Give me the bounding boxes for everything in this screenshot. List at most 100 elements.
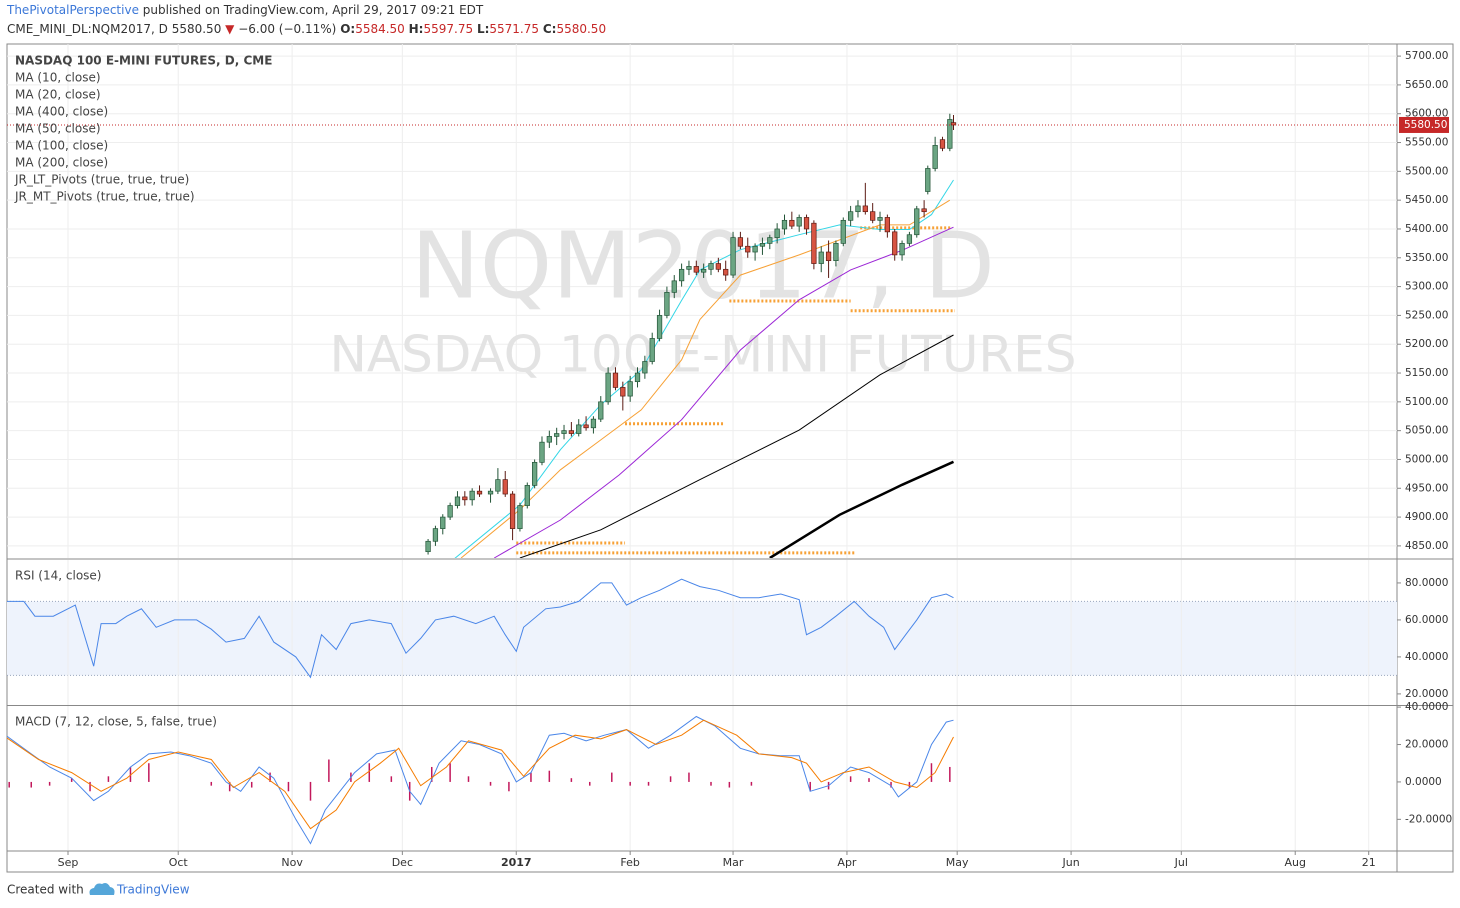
- candle-body: [634, 372, 641, 383]
- candle-body: [925, 168, 931, 192]
- frame: [6, 43, 1454, 873]
- indicator-line: [769, 460, 955, 558]
- o: 5584.50: [355, 22, 405, 36]
- y-tick-label: 5100.00: [1405, 396, 1448, 408]
- legend-entry: MA (200, close): [15, 156, 108, 170]
- y-tick-label: 5500.00: [1405, 165, 1448, 177]
- candle-body: [947, 119, 953, 149]
- candle-body: [715, 263, 721, 270]
- y-tick-label: 5200.00: [1405, 338, 1448, 350]
- candle-body: [862, 205, 868, 213]
- candle-body: [914, 208, 920, 236]
- published: published on TradingView.com, April 29, …: [142, 3, 484, 17]
- candle-body: [605, 372, 611, 403]
- x-tick-label: Nov: [281, 856, 303, 869]
- y-tick-label: 60.0000: [1405, 614, 1448, 626]
- y-tick-label: 80.0000: [1405, 577, 1448, 589]
- legend-entry: NASDAQ 100 E-MINI FUTURES, D, CME: [15, 54, 272, 68]
- y-tick-label: -20.0000: [1405, 813, 1452, 825]
- pane: [7, 706, 1370, 850]
- candle-body: [686, 266, 692, 270]
- legend-entry: MA (50, close): [15, 122, 101, 136]
- l: 5571.75: [489, 22, 540, 36]
- candle-body: [495, 479, 501, 492]
- c-key: C:: [542, 22, 557, 36]
- y-tick-label: 5150.00: [1405, 367, 1448, 379]
- candle-body: [899, 243, 905, 256]
- y-tick-label: 4950.00: [1405, 482, 1448, 494]
- x-tick-label: Jun: [1061, 856, 1079, 869]
- candle-body: [796, 217, 802, 227]
- legend-entry: JR_MT_Pivots (true, true, true): [14, 190, 195, 204]
- last-price-tag: [1399, 116, 1449, 133]
- candle-body: [656, 315, 663, 339]
- candle-body: [590, 418, 597, 429]
- candle-body: [664, 292, 670, 316]
- candle-body: [532, 461, 538, 486]
- candle-body: [642, 361, 648, 374]
- pane-label: RSI (14, close): [15, 569, 101, 583]
- y-tick-label: 40.0000: [1405, 701, 1448, 713]
- y-tick-label: 5050.00: [1405, 425, 1448, 437]
- y-tick-label: 5350.00: [1405, 252, 1448, 264]
- y-tick-label: 4850.00: [1405, 540, 1448, 552]
- candle-body: [554, 433, 560, 437]
- legend-entry: MA (400, close): [15, 105, 108, 119]
- author[interactable]: ThePivotalPerspective: [7, 3, 139, 17]
- watermark: NQM2017, D: [411, 212, 995, 319]
- x-tick-label: Apr: [837, 856, 857, 869]
- legend-entry: MA (20, close): [15, 88, 101, 102]
- candle-body: [723, 268, 729, 276]
- indicator-line: [7, 715, 954, 845]
- last: 5580.50: [171, 22, 222, 36]
- candle-body: [476, 490, 483, 495]
- pane: NQM2017, D NASDAQ 100 E-MINI FUTURES: [7, 44, 1397, 558]
- pane-label: MACD (7, 12, close, 5, false, true): [15, 715, 217, 729]
- candle-body: [833, 243, 839, 262]
- x-tick-label: Dec: [392, 856, 413, 869]
- x-tick-label: 2017: [501, 856, 532, 869]
- y-tick-label: 5000.00: [1405, 453, 1448, 465]
- y-tick-label: 20.0000: [1405, 739, 1448, 751]
- candle-body: [598, 401, 604, 420]
- candle-body: [678, 268, 685, 282]
- y-tick-label: 4900.00: [1405, 511, 1448, 523]
- candle-body: [693, 266, 699, 273]
- candle-body: [921, 208, 927, 213]
- c: 5580.50: [556, 22, 607, 36]
- candle-body: [855, 205, 861, 213]
- last-price-label: 5580.50: [1404, 119, 1447, 131]
- candle-body: [454, 496, 461, 506]
- candle-body: [612, 372, 619, 388]
- y-tick-label: 0.0000: [1405, 776, 1442, 788]
- candle-body: [509, 493, 516, 529]
- y-tick-label: 5600.00: [1405, 108, 1448, 120]
- candle-body: [892, 231, 898, 256]
- y-tick-label: 5300.00: [1405, 281, 1448, 293]
- footer-brand[interactable]: TradingView: [116, 883, 190, 897]
- candle-body: [487, 490, 494, 495]
- candle-body: [440, 516, 446, 529]
- x-tick-label: Sep: [58, 856, 79, 869]
- change: −6.00 (−0.11%): [238, 22, 337, 36]
- candle-body: [745, 245, 751, 253]
- candle-body: [870, 211, 876, 221]
- symbol-line: CME_MINI_DL:NQM2017, D 5580.50 ▼ −6.00 (…: [7, 22, 606, 36]
- candle-body: [759, 243, 766, 247]
- y-tick-label: 5650.00: [1405, 79, 1448, 91]
- candle-body: [906, 234, 913, 244]
- indicator-line: [7, 578, 954, 679]
- arrow: ▼: [225, 22, 235, 36]
- candle-body: [620, 387, 626, 397]
- candle-body: [847, 211, 854, 221]
- candle-body: [576, 424, 582, 434]
- candle-body: [583, 424, 589, 429]
- x-tick-label: Jul: [1174, 856, 1188, 869]
- candle-body: [818, 251, 824, 264]
- x-tick-label: May: [946, 856, 969, 869]
- legend-entry: JR_LT_Pivots (true, true, true): [14, 173, 189, 187]
- x-tick-label: Aug: [1284, 856, 1305, 869]
- indicator-line: [493, 226, 954, 558]
